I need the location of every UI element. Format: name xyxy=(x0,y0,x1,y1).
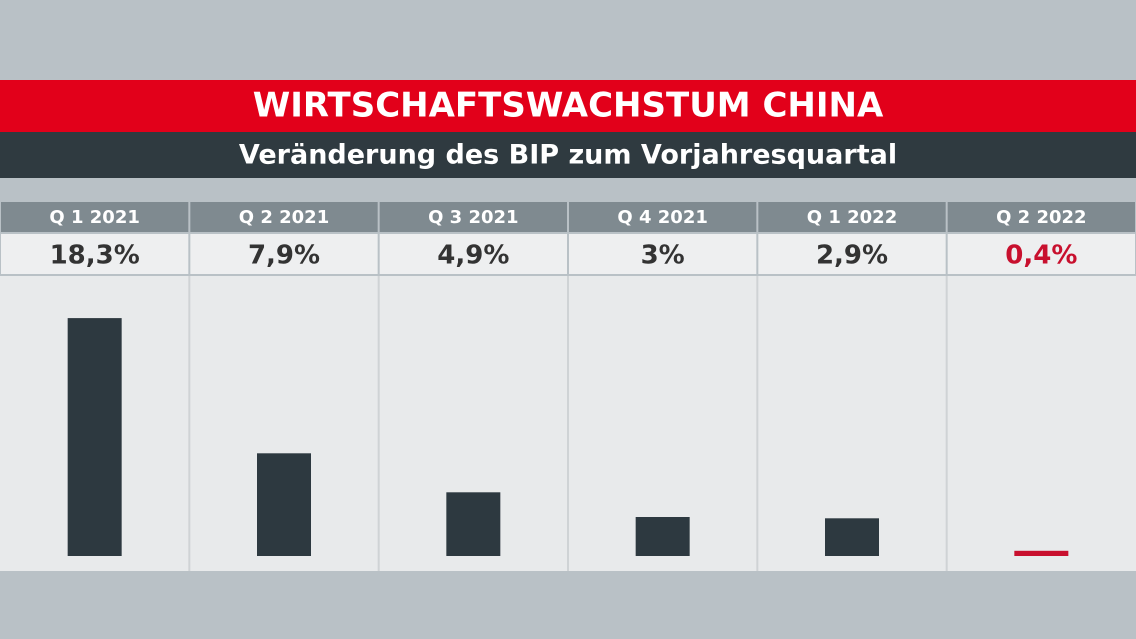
header-cell xyxy=(569,202,757,232)
bar xyxy=(825,518,879,556)
title-band xyxy=(0,80,1136,132)
header-cell xyxy=(379,202,567,232)
header-cell xyxy=(1,202,189,232)
value-cell xyxy=(1,234,189,274)
value-label: 3% xyxy=(641,241,685,271)
value-label: 4,9% xyxy=(437,241,509,271)
header-cell xyxy=(947,202,1135,232)
bar xyxy=(635,517,690,556)
x-tick-label: Q 2 2021 xyxy=(239,207,329,228)
bar xyxy=(67,318,122,556)
bar xyxy=(1014,550,1069,556)
x-tick-label: Q 1 2021 xyxy=(49,207,139,228)
value-cell xyxy=(190,234,378,274)
header-cell xyxy=(190,202,378,232)
chart-title: WIRTSCHAFTSWACHSTUM CHINA xyxy=(253,86,884,126)
bar xyxy=(257,453,311,556)
chart-subtitle: Veränderung des BIP zum Vorjahresquartal xyxy=(239,140,897,171)
value-label: 7,9% xyxy=(248,241,320,271)
bar xyxy=(446,492,501,556)
value-label: 0,4% xyxy=(1005,241,1077,271)
x-tick-label: Q 4 2021 xyxy=(617,207,707,228)
x-tick-label: Q 1 2022 xyxy=(807,207,897,228)
value-label: 2,9% xyxy=(816,241,888,271)
header-cell xyxy=(758,202,946,232)
subtitle-band xyxy=(0,132,1136,178)
value-cell xyxy=(379,234,567,274)
value-cell xyxy=(947,234,1135,274)
x-tick-label: Q 2 2022 xyxy=(996,207,1086,228)
value-cell xyxy=(758,234,946,274)
x-tick-label: Q 3 2021 xyxy=(428,207,518,228)
value-label: 18,3% xyxy=(50,241,140,271)
value-cell xyxy=(569,234,757,274)
